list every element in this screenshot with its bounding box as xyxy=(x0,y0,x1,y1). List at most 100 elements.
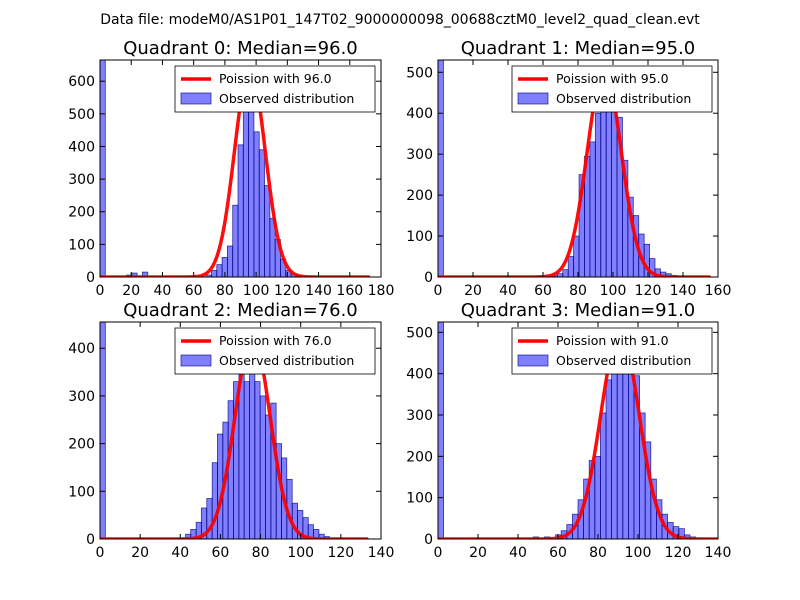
x-tick-label: 160 xyxy=(336,283,363,299)
x-tick-label: 80 xyxy=(252,545,270,561)
histogram-bar xyxy=(259,395,266,539)
x-tick-label: 80 xyxy=(569,283,587,299)
y-tick-label: 300 xyxy=(406,147,433,163)
x-tick-label: 0 xyxy=(434,283,443,299)
x-tick-label: 80 xyxy=(589,545,607,561)
y-tick-label: 300 xyxy=(406,408,433,424)
x-tick-label: 100 xyxy=(600,283,627,299)
legend-frame xyxy=(174,327,376,375)
histogram-bar xyxy=(232,204,239,277)
histogram-bar xyxy=(573,235,580,277)
x-tick-label: 40 xyxy=(154,283,172,299)
y-tick-label: 0 xyxy=(424,532,433,548)
y-tick-label: 100 xyxy=(68,484,95,500)
x-tick-label: 180 xyxy=(368,283,395,299)
histogram-bar xyxy=(253,131,260,277)
histogram-bar xyxy=(438,60,444,277)
x-tick-label: 140 xyxy=(305,283,332,299)
histogram-bar xyxy=(605,379,612,539)
x-tick-label: 140 xyxy=(705,545,732,561)
y-tick-label: 100 xyxy=(406,491,433,507)
histogram-bar xyxy=(605,94,612,277)
x-tick-label: 0 xyxy=(96,283,105,299)
histogram-bar xyxy=(589,141,596,277)
quadrant-3-chart: 0 20 40 60 80 100 120 140 0 100 200 300 400 500 Quadra… xyxy=(406,300,731,561)
histogram-bar xyxy=(264,185,271,277)
x-tick-label: 160 xyxy=(705,283,732,299)
axes-frame xyxy=(437,321,719,540)
legend-line-label: Poission with 95.0 xyxy=(556,71,669,86)
x-tick-label: 140 xyxy=(670,283,697,299)
x-tick-label: 0 xyxy=(434,545,443,561)
x-tick-label: 60 xyxy=(185,283,203,299)
y-tick-label: 0 xyxy=(424,270,433,286)
histogram-bar xyxy=(100,60,106,277)
histogram-bar xyxy=(600,90,607,277)
x-tick-label: 60 xyxy=(549,545,567,561)
histogram-bar xyxy=(594,112,602,277)
y-tick-label: 500 xyxy=(406,65,433,81)
y-tick-label: 400 xyxy=(406,106,433,122)
legend-bar-swatch xyxy=(517,92,549,105)
y-tick-label: 400 xyxy=(406,367,433,383)
legend-bar-swatch xyxy=(180,354,212,367)
y-tick-label: 200 xyxy=(406,188,433,204)
histogram-bar xyxy=(616,354,624,539)
histogram-bar xyxy=(242,103,250,277)
legend-line-label: Poission with 91.0 xyxy=(556,333,669,348)
x-tick-label: 20 xyxy=(469,545,487,561)
histogram-bar xyxy=(600,412,607,539)
y-tick-label: 200 xyxy=(406,449,433,465)
y-tick-label: 500 xyxy=(406,325,433,341)
histogram-bar xyxy=(226,245,234,277)
x-tick-label: 20 xyxy=(131,545,149,561)
x-tick-label: 80 xyxy=(216,283,234,299)
histogram-bar xyxy=(678,528,685,539)
x-tick-label: 0 xyxy=(96,545,105,561)
histogram-bar xyxy=(254,381,261,539)
y-tick-label: 200 xyxy=(68,205,95,221)
histogram-bar xyxy=(211,270,218,277)
axes-frame xyxy=(99,59,382,278)
y-tick-label: 100 xyxy=(68,237,95,253)
x-tick-label: 100 xyxy=(625,545,652,561)
histogram-bar xyxy=(562,269,569,277)
x-tick-label: 40 xyxy=(171,545,189,561)
x-tick-label: 60 xyxy=(212,545,230,561)
x-tick-label: 40 xyxy=(499,283,517,299)
legend: Poission with 76.0 Observed distribution xyxy=(174,327,376,375)
histogram-bar xyxy=(611,364,618,539)
histogram-bar xyxy=(100,322,106,539)
x-tick-label: 60 xyxy=(534,283,552,299)
x-tick-label: 120 xyxy=(327,545,354,561)
histogram-bar xyxy=(217,433,224,539)
legend-line-label: Poission with 96.0 xyxy=(219,71,332,86)
poisson-curve xyxy=(100,66,371,277)
y-tick-label: 400 xyxy=(68,139,95,155)
legend-bar-swatch xyxy=(517,354,549,367)
x-tick-label: 120 xyxy=(274,283,301,299)
y-tick-label: 600 xyxy=(68,74,95,90)
histogram-bar xyxy=(567,256,575,277)
quadrant-2-chart: 0 20 40 60 80 100 120 140 0 100 200 300 400 Quadrant … xyxy=(68,300,394,561)
x-tick-label: 40 xyxy=(509,545,527,561)
legend-bar-label: Observed distribution xyxy=(556,353,691,368)
y-tick-label: 0 xyxy=(86,270,95,286)
poisson-curve xyxy=(438,330,718,539)
axes-frame xyxy=(99,321,382,540)
legend: Poission with 91.0 Observed distribution xyxy=(511,327,713,375)
y-tick-label: 100 xyxy=(406,229,433,245)
legend-bar-swatch xyxy=(180,92,212,105)
quadrant-0-chart: 0 20 40 60 80 100 120 140 160 1800100200300400500… xyxy=(68,38,394,299)
subplot-title: Quadrant 0: Median=96.0 xyxy=(123,38,358,59)
legend: Poission with 95.0 Observed distribution xyxy=(511,65,713,113)
quadrant-1-chart: 0 20 40 60 80 100 120 140 160 0 100 200 300 400 500 Qua… xyxy=(406,38,731,299)
y-tick-label: 0 xyxy=(86,532,95,548)
subplot-title: Quadrant 2: Median=76.0 xyxy=(123,300,358,321)
legend-bar-label: Observed distribution xyxy=(219,91,354,106)
legend-line-label: Poission with 76.0 xyxy=(219,333,332,348)
legend-bar-label: Observed distribution xyxy=(219,353,354,368)
figure-title: Data file: modeM0/AS1P01_147T02_90000000… xyxy=(100,12,700,28)
y-tick-label: 300 xyxy=(68,389,95,405)
